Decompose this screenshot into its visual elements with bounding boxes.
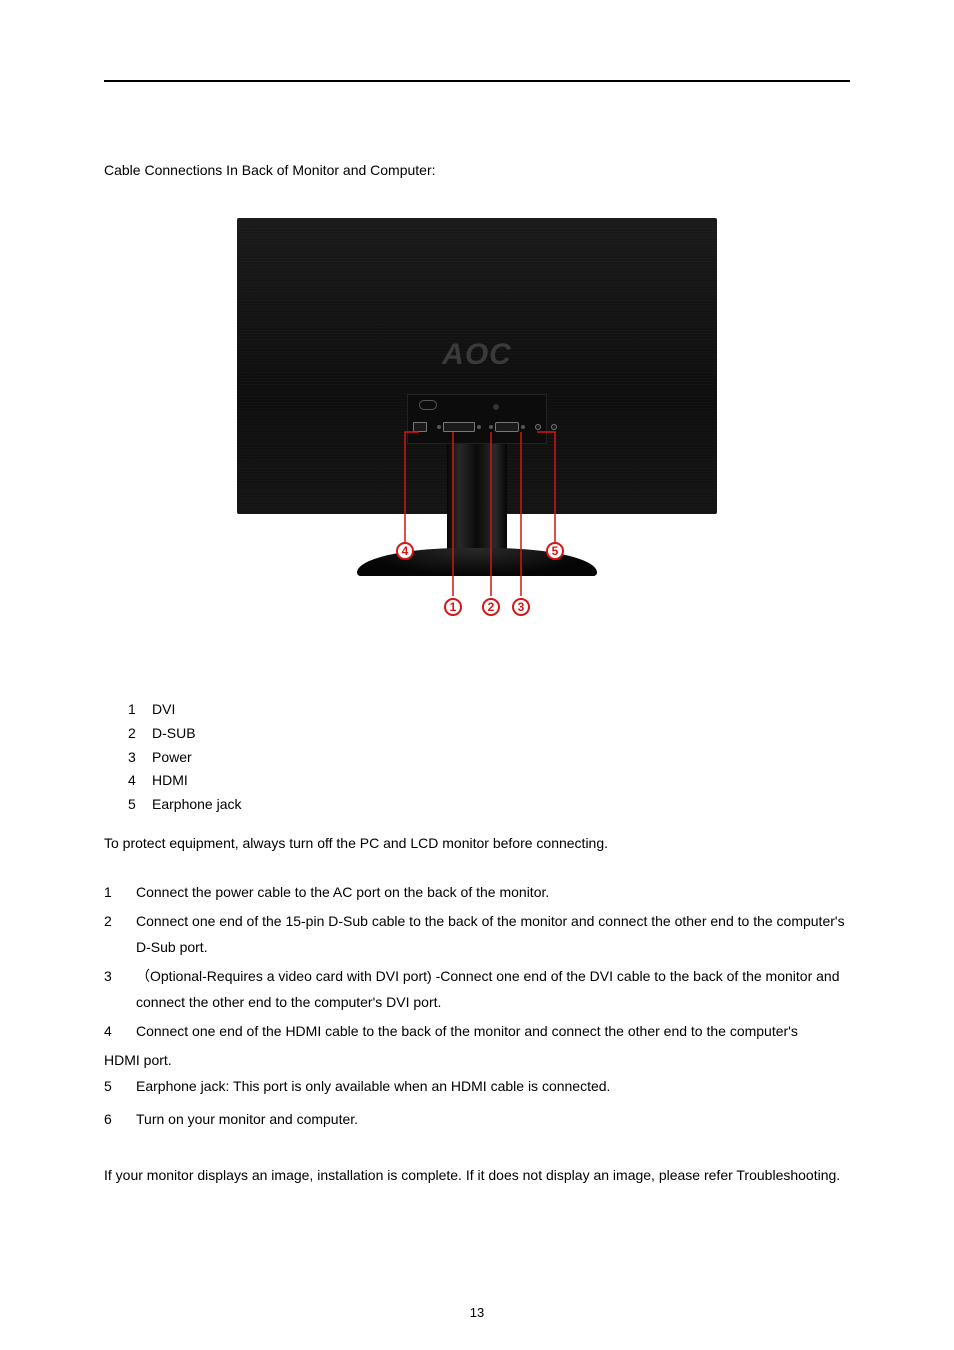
legend-num: 5 bbox=[128, 793, 142, 817]
legend-row: 3 Power bbox=[128, 746, 850, 770]
legend-row: 5 Earphone jack bbox=[128, 793, 850, 817]
dsub-port-icon bbox=[495, 422, 519, 432]
steps-list: 1 Connect the power cable to the AC port… bbox=[104, 879, 850, 1132]
step-text: Connect one end of the 15-pin D-Sub cabl… bbox=[136, 908, 850, 961]
step-row: 3 （Optional-Requires a video card with D… bbox=[104, 963, 850, 1016]
screw-icon bbox=[489, 425, 493, 429]
legend-row: 2 D-SUB bbox=[128, 722, 850, 746]
legend-label: Power bbox=[152, 746, 192, 770]
monitor-figure: AOC bbox=[237, 218, 717, 638]
step-row: 1 Connect the power cable to the AC port… bbox=[104, 879, 850, 906]
screw-icon bbox=[493, 404, 499, 410]
step-tail: HDMI port. bbox=[104, 1047, 850, 1074]
legend-num: 1 bbox=[128, 698, 142, 722]
port-legend: 1 DVI 2 D-SUB 3 Power 4 HDMI 5 Earphone … bbox=[128, 698, 850, 817]
step-num: 1 bbox=[104, 879, 118, 906]
callout-5: 5 bbox=[546, 542, 564, 560]
screw-icon bbox=[437, 425, 441, 429]
legend-label: HDMI bbox=[152, 769, 188, 793]
step-row: 6 Turn on your monitor and computer. bbox=[104, 1106, 850, 1133]
legend-row: 1 DVI bbox=[128, 698, 850, 722]
step-row: 5 Earphone jack: This port is only avail… bbox=[104, 1073, 850, 1100]
hdmi-port-icon bbox=[413, 422, 427, 432]
power-port-icon bbox=[535, 424, 541, 430]
legend-num: 4 bbox=[128, 769, 142, 793]
step-text: （Optional-Requires a video card with DVI… bbox=[136, 963, 850, 1016]
step-text: Connect one end of the HDMI cable to the… bbox=[136, 1018, 850, 1045]
step-text: Turn on your monitor and computer. bbox=[136, 1106, 850, 1133]
figure-container: AOC bbox=[104, 218, 850, 638]
legend-num: 2 bbox=[128, 722, 142, 746]
legend-label: D-SUB bbox=[152, 722, 196, 746]
callout-4: 4 bbox=[396, 542, 414, 560]
callout-2: 2 bbox=[482, 598, 500, 616]
callout-3: 3 bbox=[512, 598, 530, 616]
callout-1: 1 bbox=[444, 598, 462, 616]
page: Cable Connections In Back of Monitor and… bbox=[0, 0, 954, 1350]
port-row bbox=[413, 422, 557, 432]
step-num: 4 bbox=[104, 1018, 118, 1045]
brand-logo: AOC bbox=[442, 338, 512, 372]
legend-label: Earphone jack bbox=[152, 793, 242, 817]
legend-row: 4 HDMI bbox=[128, 769, 850, 793]
intro-text: Cable Connections In Back of Monitor and… bbox=[104, 162, 850, 178]
protect-text: To protect equipment, always turn off th… bbox=[104, 835, 850, 851]
closing-text: If your monitor displays an image, insta… bbox=[104, 1162, 850, 1189]
legend-label: DVI bbox=[152, 698, 175, 722]
step-num: 6 bbox=[104, 1106, 118, 1133]
step-text: Earphone jack: This port is only availab… bbox=[136, 1073, 850, 1100]
step-num: 2 bbox=[104, 908, 118, 961]
lock-slot-icon bbox=[419, 400, 437, 410]
step-num: 5 bbox=[104, 1073, 118, 1100]
top-rule bbox=[104, 80, 850, 82]
screw-icon bbox=[521, 425, 525, 429]
page-number: 13 bbox=[470, 1305, 484, 1320]
step-num: 3 bbox=[104, 963, 118, 1016]
screw-icon bbox=[477, 425, 481, 429]
monitor-neck bbox=[447, 444, 507, 554]
step-row: 2 Connect one end of the 15-pin D-Sub ca… bbox=[104, 908, 850, 961]
dvi-port-icon bbox=[443, 422, 475, 432]
step-text: Connect the power cable to the AC port o… bbox=[136, 879, 850, 906]
step-row: 4 Connect one end of the HDMI cable to t… bbox=[104, 1018, 850, 1045]
legend-num: 3 bbox=[128, 746, 142, 770]
earphone-jack-icon bbox=[551, 424, 557, 430]
